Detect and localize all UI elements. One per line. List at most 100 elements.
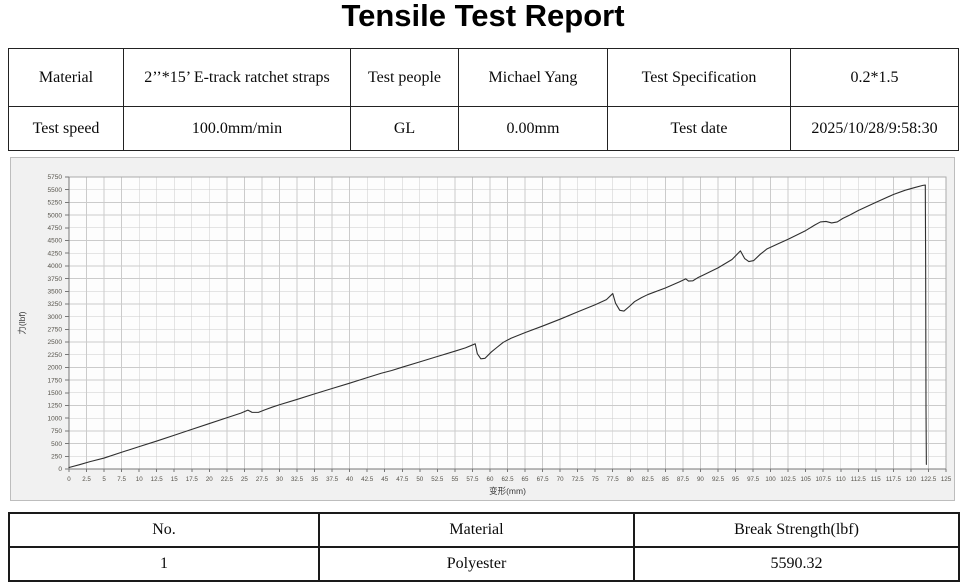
svg-text:1750: 1750 xyxy=(48,377,63,384)
svg-text:50: 50 xyxy=(416,476,423,483)
test-people-value: Michael Yang xyxy=(458,48,608,107)
svg-text:80: 80 xyxy=(627,476,634,483)
svg-text:3250: 3250 xyxy=(48,301,63,308)
svg-text:47.5: 47.5 xyxy=(396,476,409,483)
svg-text:15: 15 xyxy=(171,476,178,483)
svg-text:77.5: 77.5 xyxy=(607,476,620,483)
svg-text:75: 75 xyxy=(592,476,599,483)
results-data-row: 1 Polyester 5590.32 xyxy=(8,546,960,582)
svg-text:112.5: 112.5 xyxy=(851,476,867,483)
svg-text:55: 55 xyxy=(451,476,458,483)
svg-text:100: 100 xyxy=(765,476,776,483)
svg-text:70: 70 xyxy=(557,476,564,483)
svg-text:1250: 1250 xyxy=(48,403,63,410)
material-result-value: Polyester xyxy=(318,546,635,582)
material-header: Material xyxy=(318,512,635,548)
svg-text:力(lbf): 力(lbf) xyxy=(17,311,27,334)
svg-text:2.5: 2.5 xyxy=(82,476,91,483)
test-date-label: Test date xyxy=(607,106,791,151)
svg-text:60: 60 xyxy=(487,476,494,483)
displacement-value: 0.00mm xyxy=(458,106,608,151)
svg-text:65: 65 xyxy=(522,476,529,483)
svg-text:120: 120 xyxy=(906,476,917,483)
svg-text:10: 10 xyxy=(136,476,143,483)
gl-value: GL xyxy=(350,106,459,151)
svg-text:42.5: 42.5 xyxy=(361,476,374,483)
svg-text:40: 40 xyxy=(346,476,353,483)
info-row-1: Material 2’’*15’ E-track ratchet straps … xyxy=(8,48,959,107)
no-value: 1 xyxy=(8,546,320,582)
svg-text:72.5: 72.5 xyxy=(572,476,585,483)
svg-text:3500: 3500 xyxy=(48,289,63,296)
svg-text:1000: 1000 xyxy=(48,415,63,422)
force-deformation-chart-panel: 0 2.5 5 7.5 10 12.5 15 17.5 20 22.5 25 27.5 30 32.5 35… xyxy=(10,157,955,501)
svg-text:2000: 2000 xyxy=(48,365,63,372)
test-speed-label: Test speed xyxy=(8,106,124,151)
svg-text:87.5: 87.5 xyxy=(677,476,690,483)
svg-text:2250: 2250 xyxy=(48,352,63,359)
svg-text:110: 110 xyxy=(836,476,846,483)
svg-text:0: 0 xyxy=(58,466,62,473)
svg-text:17.5: 17.5 xyxy=(186,476,199,483)
svg-text:0: 0 xyxy=(67,476,71,483)
svg-text:67.5: 67.5 xyxy=(537,476,550,483)
svg-text:4750: 4750 xyxy=(48,225,63,232)
svg-text:57.5: 57.5 xyxy=(466,476,479,483)
page-title: Tensile Test Report xyxy=(341,0,625,33)
material-label: Material xyxy=(8,48,124,107)
svg-text:30: 30 xyxy=(276,476,283,483)
svg-text:5500: 5500 xyxy=(48,187,63,194)
svg-text:35: 35 xyxy=(311,476,318,483)
svg-text:5000: 5000 xyxy=(48,212,63,219)
test-specification-label: Test Specification xyxy=(607,48,791,107)
break-strength-header: Break Strength(lbf) xyxy=(633,512,960,548)
svg-text:52.5: 52.5 xyxy=(431,476,444,483)
no-header: No. xyxy=(8,512,320,548)
svg-text:20: 20 xyxy=(206,476,213,483)
svg-text:92.5: 92.5 xyxy=(712,476,725,483)
svg-text:2500: 2500 xyxy=(48,339,63,346)
svg-text:5250: 5250 xyxy=(48,200,63,207)
svg-text:5: 5 xyxy=(102,476,106,483)
svg-text:95: 95 xyxy=(732,476,739,483)
test-date-value: 2025/10/28/9:58:30 xyxy=(790,106,959,151)
force-deformation-chart: 0 2.5 5 7.5 10 12.5 15 17.5 20 22.5 25 27.5 30 32.5 35… xyxy=(17,174,952,496)
svg-text:90: 90 xyxy=(697,476,704,483)
svg-text:3000: 3000 xyxy=(48,314,63,321)
svg-text:32.5: 32.5 xyxy=(291,476,304,483)
break-strength-value: 5590.32 xyxy=(633,546,960,582)
svg-text:5750: 5750 xyxy=(48,174,63,181)
svg-text:102.5: 102.5 xyxy=(780,476,796,483)
info-row-2: Test speed 100.0mm/min GL 0.00mm Test da… xyxy=(8,106,959,151)
svg-text:25: 25 xyxy=(241,476,248,483)
test-speed-value: 100.0mm/min xyxy=(123,106,351,151)
svg-text:750: 750 xyxy=(51,428,62,435)
svg-text:37.5: 37.5 xyxy=(326,476,339,483)
svg-text:22.5: 22.5 xyxy=(221,476,234,483)
svg-text:4250: 4250 xyxy=(48,250,63,257)
svg-text:97.5: 97.5 xyxy=(747,476,760,483)
results-table: No. Material Break Strength(lbf) 1 Polye… xyxy=(8,512,960,582)
svg-text:500: 500 xyxy=(51,441,62,448)
svg-text:115: 115 xyxy=(871,476,881,483)
svg-text:85: 85 xyxy=(662,476,669,483)
svg-text:45: 45 xyxy=(381,476,388,483)
results-header-row: No. Material Break Strength(lbf) xyxy=(8,512,960,548)
test-specification-value: 0.2*1.5 xyxy=(790,48,959,107)
svg-text:1500: 1500 xyxy=(48,390,63,397)
svg-text:82.5: 82.5 xyxy=(642,476,655,483)
info-table: Material 2’’*15’ E-track ratchet straps … xyxy=(8,48,959,151)
svg-text:105: 105 xyxy=(801,476,812,483)
svg-text:107.5: 107.5 xyxy=(815,476,831,483)
svg-text:3750: 3750 xyxy=(48,276,63,283)
svg-text:125: 125 xyxy=(941,476,952,483)
svg-text:117.5: 117.5 xyxy=(886,476,902,483)
svg-text:4000: 4000 xyxy=(48,263,63,270)
svg-text:62.5: 62.5 xyxy=(501,476,514,483)
svg-text:4500: 4500 xyxy=(48,238,63,245)
svg-text:7.5: 7.5 xyxy=(117,476,126,483)
material-value: 2’’*15’ E-track ratchet straps xyxy=(123,48,351,107)
svg-text:2750: 2750 xyxy=(48,327,63,334)
svg-text:122.5: 122.5 xyxy=(921,476,937,483)
